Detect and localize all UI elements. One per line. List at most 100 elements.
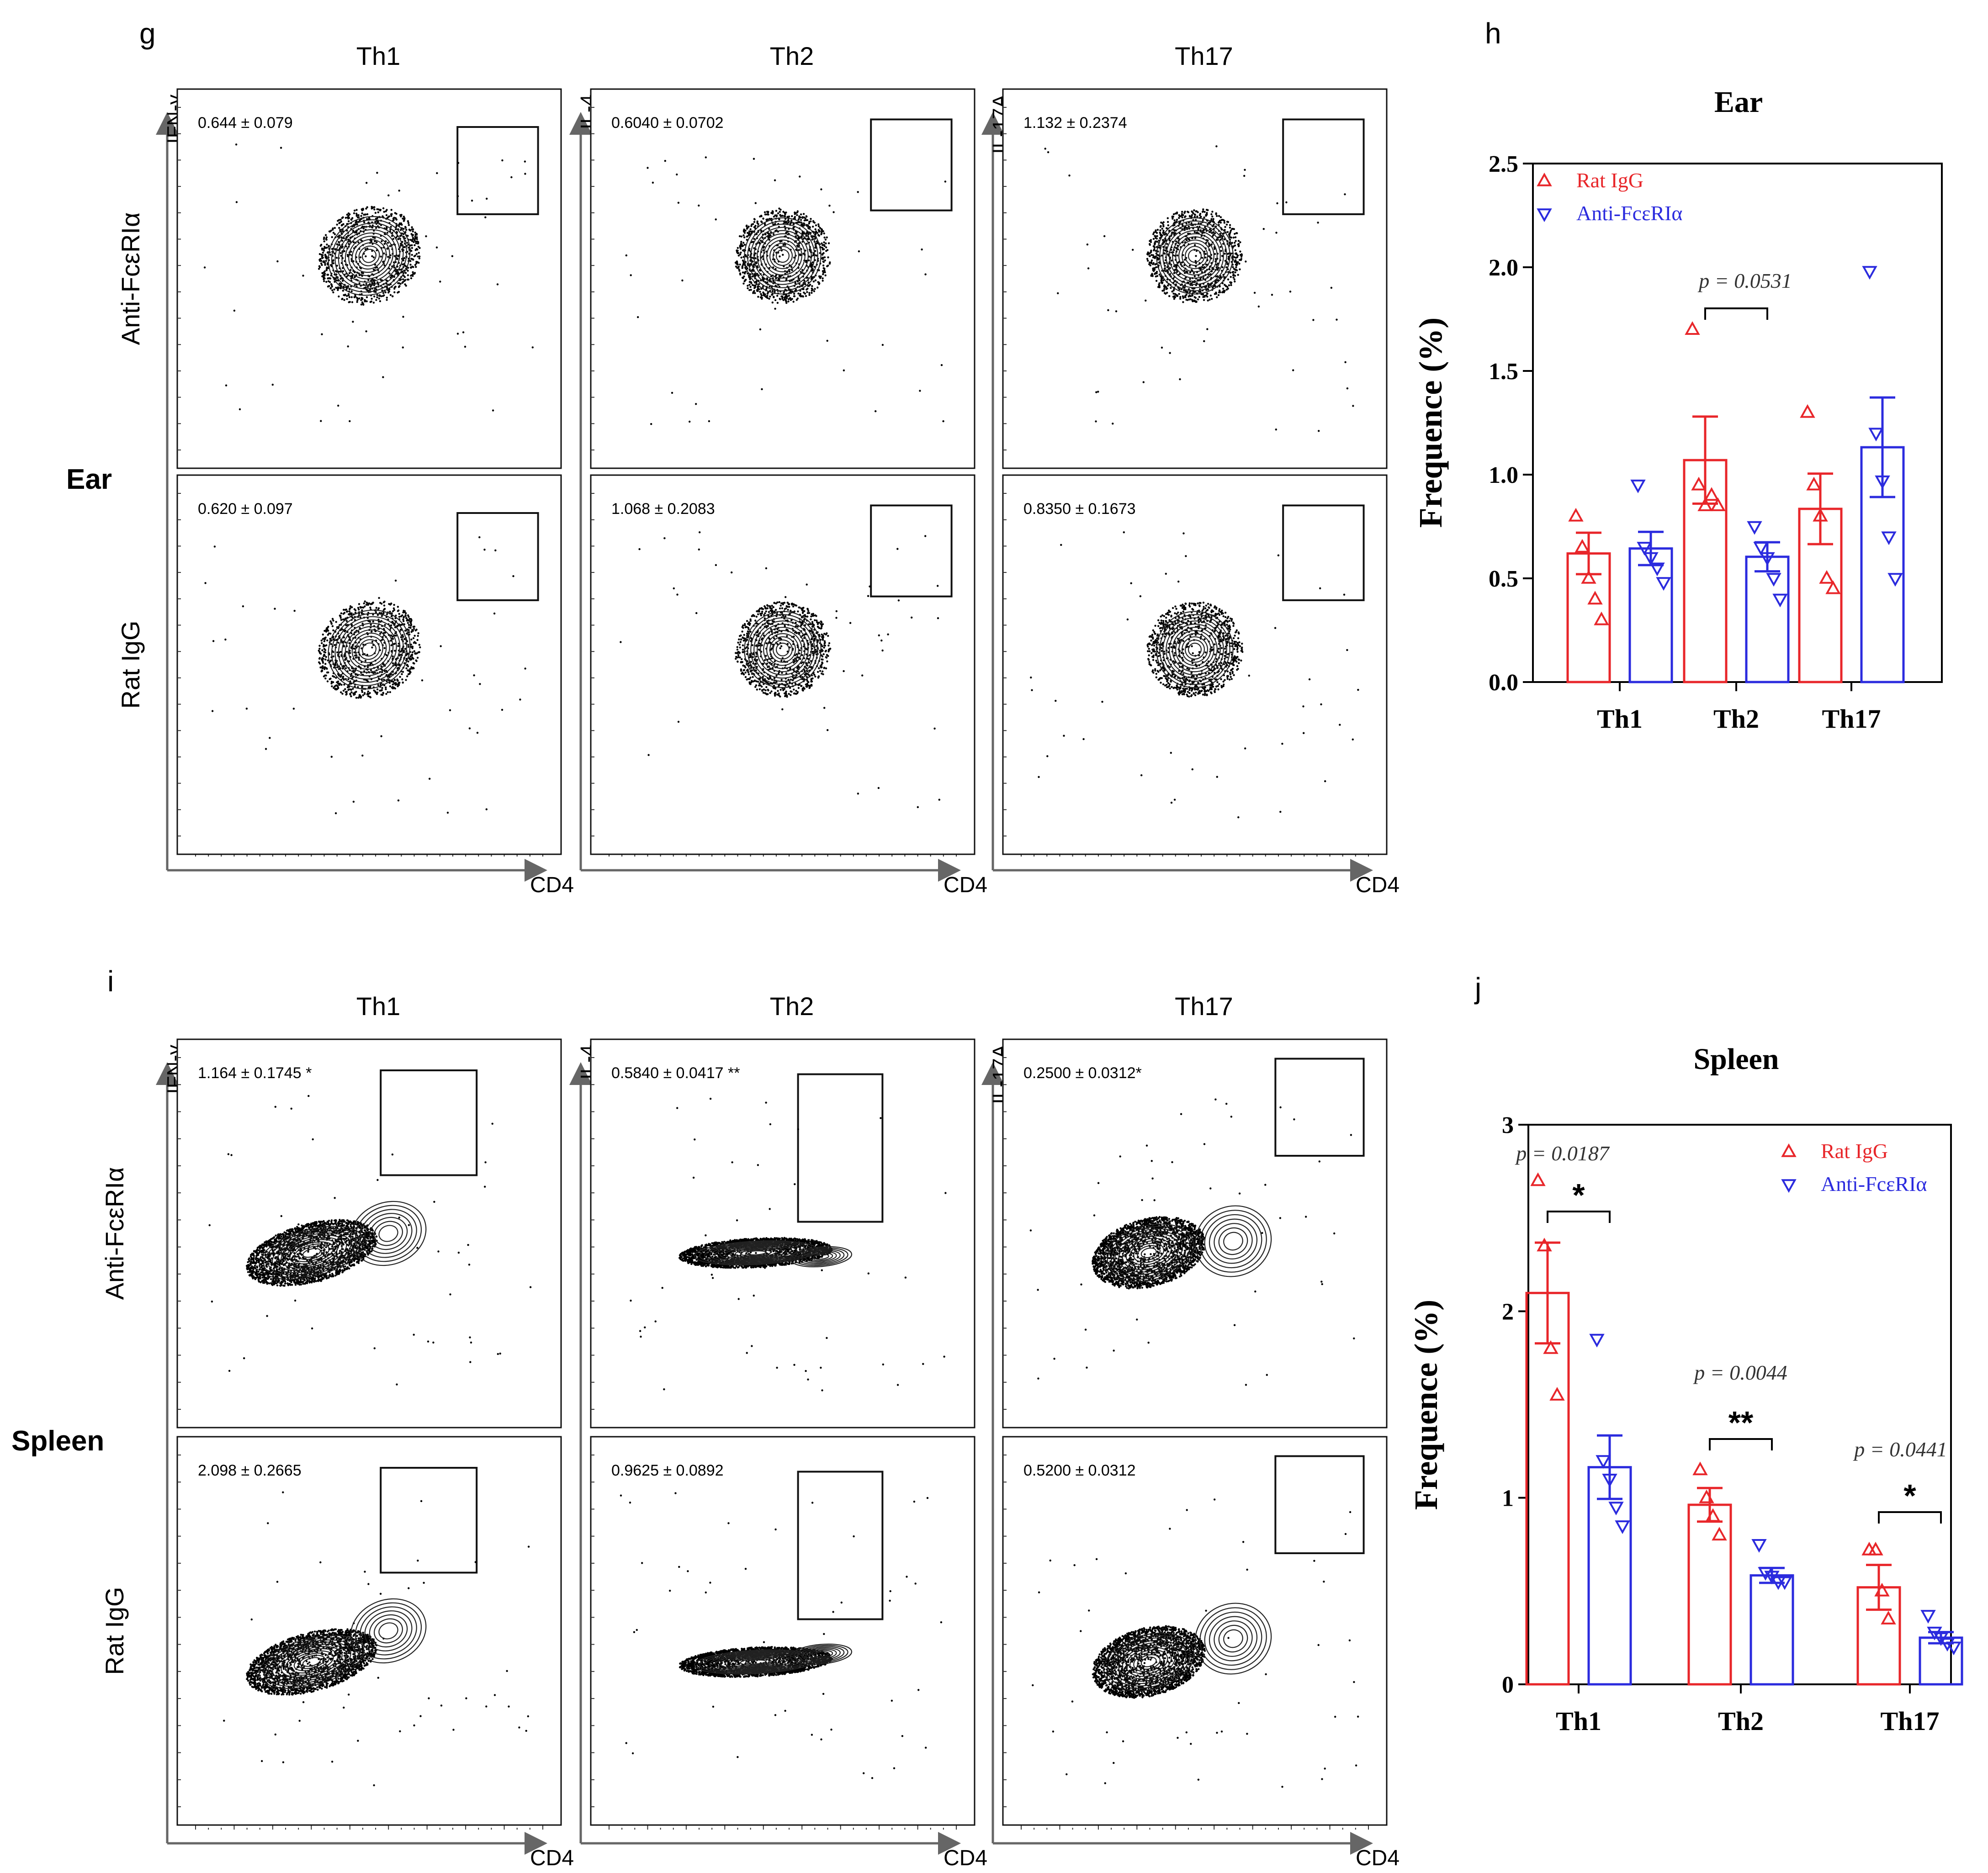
density-contours [1103,1603,1272,1692]
chart-title-ear: Ear [1714,85,1763,119]
x-tick-label: Th17 [1822,704,1881,734]
data-point [1699,1489,1714,1503]
data-point [1637,542,1652,556]
data-point [1602,1474,1617,1487]
y-tick-label: 1.5 [1489,359,1518,385]
y-tick-label: 3 [1502,1112,1514,1138]
gate-statistic: 0.6040 ± 0.0702 [611,114,724,132]
row-label: Anti-FcεRIα [100,1167,129,1300]
density-contours [259,1201,427,1280]
column-header: Th2 [770,992,814,1021]
data-point [1751,1539,1767,1553]
gate-statistic: 2.098 ± 0.2665 [198,1462,302,1479]
data-point [1530,1172,1546,1186]
plot-box [590,88,975,469]
data-point [1887,573,1903,587]
x-tick-label: Th1 [1597,704,1643,734]
density-contours [744,217,822,295]
legend-marker [1537,172,1552,186]
data-point [1874,1582,1890,1597]
plot-box [590,1436,975,1826]
data-point [1862,266,1877,280]
data-point [1712,1527,1727,1541]
y-tick-label: 1.0 [1489,462,1518,488]
gate-statistic: 0.2500 ± 0.0312* [1023,1064,1142,1082]
data-point [1574,539,1590,553]
data-point [1543,1340,1559,1354]
data-point [1747,521,1762,535]
data-point [1568,508,1584,522]
panel-letter-j: j [1474,972,1481,1005]
data-point [1881,1610,1896,1624]
legend-label: Anti-FcεRIα [1576,201,1683,225]
density-contours [1156,217,1234,295]
plot-frame [1532,163,1943,683]
data-point [1705,1508,1721,1522]
gate-box [1274,1058,1365,1157]
data-point [1772,593,1788,608]
y-axis-label: Frequence (%) [1412,317,1449,528]
p-value: p = 0.0187 [1515,1142,1610,1165]
x-axis-marker: CD4 [1356,873,1400,897]
plot-box [1002,1436,1388,1826]
legend-label: Anti-FcεRIα [1821,1172,1927,1196]
gate-statistic: 0.8350 ± 0.1673 [1023,500,1136,518]
x-axis-marker: CD4 [944,1846,987,1870]
x-tick-label: Th1 [1556,1706,1601,1736]
bar [1749,1574,1794,1686]
gate-statistic: 1.132 ± 0.2374 [1023,114,1127,132]
legend-marker [1537,208,1552,222]
x-axis-marker: CD4 [944,873,987,897]
gate-statistic: 0.9625 ± 0.0892 [611,1462,724,1479]
p-value: p = 0.0044 [1693,1361,1787,1384]
significance-bracket [1704,307,1768,320]
data-point [1753,542,1769,556]
plot-frame [1527,1124,1952,1685]
data-point [1697,497,1713,511]
row-label: Rat IgG [116,621,145,709]
gate-box [380,1069,478,1176]
data-point [1946,1641,1961,1656]
y-tick-label: 0.5 [1489,566,1518,592]
significance-stars: * [1572,1177,1585,1213]
data-point [1868,1541,1883,1556]
gate-statistic: 0.5200 ± 0.0312 [1023,1462,1136,1479]
data-point [1920,1610,1936,1624]
gate-box [456,126,539,215]
data-point [1537,1238,1552,1252]
bar [1525,1291,1570,1686]
x-axis-marker: CD4 [530,1846,574,1870]
plot-box [1002,88,1388,469]
y-axis-label: Frequence (%) [1408,1300,1444,1510]
significance-stars: ** [1728,1405,1754,1440]
gate-box [456,512,539,601]
data-point [1596,1455,1611,1469]
gate-box [380,1467,478,1574]
density-contours [1156,611,1234,688]
density-contours [328,609,411,690]
gate-statistic: 0.644 ± 0.079 [198,114,293,132]
event-dots [1030,531,1359,819]
data-point [1800,404,1815,418]
data-point [1710,497,1726,511]
density-contours [259,1598,427,1689]
data-point [1819,570,1834,584]
data-point [1594,611,1609,625]
y-tick-label: 1 [1502,1486,1514,1512]
panel-letter-h: h [1485,17,1501,50]
column-header: Th17 [1175,992,1233,1021]
x-tick-label: Th17 [1881,1706,1940,1736]
density-contours [1103,1205,1272,1282]
column-header: Th1 [356,992,401,1021]
gate-box [870,118,953,212]
chart-title-spleen: Spleen [1693,1042,1779,1076]
y-tick-label: 2.0 [1489,255,1518,281]
data-point [1868,428,1884,442]
data-point [1581,570,1596,584]
column-header: Th2 [770,42,814,70]
legend-marker [1781,1179,1797,1193]
x-tick-label: Th2 [1718,1706,1764,1736]
bar [1745,556,1790,683]
